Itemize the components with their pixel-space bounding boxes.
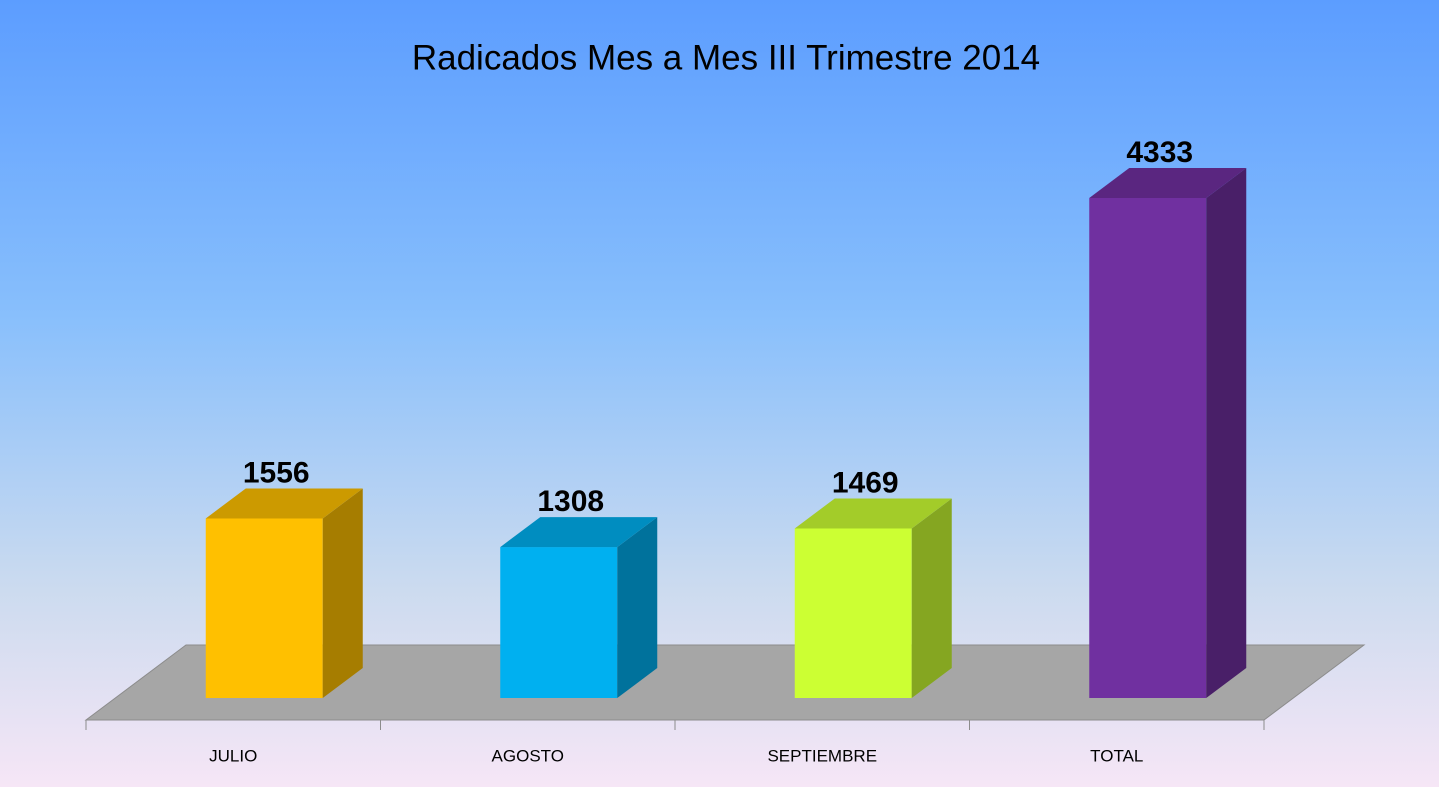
bar [500, 517, 658, 698]
bar [205, 488, 363, 698]
value-label: 1469 [832, 466, 899, 499]
bar-side [617, 517, 658, 698]
bar-top [205, 488, 363, 519]
bar-side [911, 498, 952, 698]
bar [794, 498, 952, 698]
x-tick-label: AGOSTO [492, 746, 564, 765]
x-tick-label: JULIO [209, 746, 257, 765]
bar-top [794, 498, 952, 529]
value-label: 1556 [243, 456, 310, 489]
bar-side [1206, 168, 1247, 698]
bar-front [1089, 198, 1207, 698]
plot [205, 168, 1247, 698]
bar-side [322, 488, 363, 698]
bar-front [205, 518, 323, 698]
bar-front [500, 547, 618, 698]
value-label: 1308 [537, 485, 604, 518]
bar-top [1089, 168, 1247, 198]
x-tick-label: TOTAL [1090, 746, 1143, 765]
bar [1089, 168, 1247, 698]
bar-front [794, 528, 912, 698]
chart-title: Radicados Mes a Mes III Trimestre 2014 [412, 38, 1040, 77]
bar-top [500, 517, 658, 548]
value-label: 4333 [1126, 136, 1193, 169]
x-tick-label: SEPTIEMBRE [767, 746, 877, 765]
